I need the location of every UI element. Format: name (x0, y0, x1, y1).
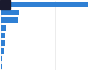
Bar (1, 48, 4, 54)
Bar (1, 2, 88, 7)
Bar (1, 17, 18, 23)
Bar (1, 64, 2, 69)
Bar (1, 40, 5, 46)
Bar (1, 56, 2, 61)
Bar (1, 10, 19, 15)
Bar (1, 25, 6, 31)
Bar (1, 33, 5, 38)
